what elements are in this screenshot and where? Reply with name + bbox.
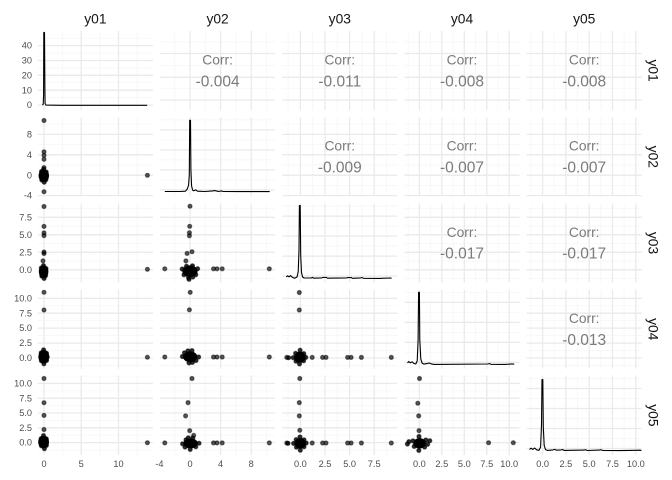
- svg-text:Corr:: Corr:: [569, 225, 600, 240]
- svg-text:y04: y04: [451, 12, 474, 27]
- svg-text:40: 40: [22, 41, 32, 51]
- svg-text:5.0: 5.0: [19, 230, 32, 240]
- svg-text:-0.009: -0.009: [318, 160, 362, 177]
- svg-text:0.0: 0.0: [19, 353, 32, 363]
- svg-text:7.5: 7.5: [606, 459, 619, 469]
- svg-text:7.5: 7.5: [19, 212, 32, 222]
- svg-text:-0.013: -0.013: [562, 332, 606, 349]
- svg-text:-0.007: -0.007: [440, 160, 484, 177]
- svg-text:10: 10: [22, 85, 32, 95]
- svg-text:8: 8: [27, 130, 32, 140]
- svg-text:y05: y05: [573, 12, 596, 27]
- svg-text:2.5: 2.5: [19, 338, 32, 348]
- svg-text:-4: -4: [155, 459, 163, 469]
- svg-text:-0.008: -0.008: [562, 73, 606, 90]
- svg-text:Corr:: Corr:: [447, 225, 478, 240]
- svg-text:Corr:: Corr:: [569, 139, 600, 154]
- svg-text:0.0: 0.0: [294, 459, 307, 469]
- svg-text:Corr:: Corr:: [569, 311, 600, 326]
- svg-text:4: 4: [218, 459, 223, 469]
- svg-text:y01: y01: [84, 12, 106, 27]
- svg-text:-0.004: -0.004: [196, 73, 240, 90]
- svg-text:4: 4: [27, 150, 32, 160]
- svg-text:20: 20: [22, 70, 32, 80]
- svg-text:5.0: 5.0: [19, 323, 32, 333]
- svg-text:0: 0: [27, 170, 32, 180]
- svg-text:5.0: 5.0: [583, 459, 596, 469]
- svg-text:0: 0: [41, 459, 46, 469]
- svg-text:Corr:: Corr:: [447, 52, 478, 67]
- svg-text:7.5: 7.5: [368, 459, 381, 469]
- svg-text:y03: y03: [645, 232, 660, 255]
- svg-text:2.5: 2.5: [319, 459, 332, 469]
- svg-text:y05: y05: [645, 404, 660, 427]
- svg-text:-0.017: -0.017: [562, 246, 606, 263]
- svg-text:10.0: 10.0: [500, 459, 518, 469]
- svg-text:0.0: 0.0: [413, 459, 426, 469]
- svg-text:0: 0: [27, 100, 32, 110]
- svg-text:8: 8: [249, 459, 254, 469]
- svg-text:7.5: 7.5: [19, 393, 32, 403]
- svg-text:5.0: 5.0: [343, 459, 356, 469]
- svg-text:Corr:: Corr:: [569, 52, 600, 67]
- svg-text:-0.017: -0.017: [440, 246, 484, 263]
- svg-text:7.5: 7.5: [19, 308, 32, 318]
- svg-text:Corr:: Corr:: [447, 139, 478, 154]
- svg-text:y02: y02: [206, 12, 228, 27]
- svg-text:2.5: 2.5: [19, 423, 32, 433]
- svg-text:y04: y04: [645, 318, 660, 341]
- svg-text:y01: y01: [645, 59, 660, 81]
- svg-text:10.0: 10.0: [627, 459, 645, 469]
- svg-text:7.5: 7.5: [480, 459, 493, 469]
- svg-text:30: 30: [22, 56, 32, 66]
- svg-text:Corr:: Corr:: [202, 52, 233, 67]
- svg-text:2.5: 2.5: [435, 459, 448, 469]
- svg-text:-0.011: -0.011: [318, 73, 361, 90]
- svg-text:-0.007: -0.007: [562, 160, 606, 177]
- svg-text:5.0: 5.0: [458, 459, 471, 469]
- svg-text:5: 5: [79, 459, 84, 469]
- svg-text:5.0: 5.0: [19, 408, 32, 418]
- svg-text:Corr:: Corr:: [324, 139, 355, 154]
- svg-text:0.0: 0.0: [19, 438, 32, 448]
- svg-text:-4: -4: [24, 191, 32, 201]
- svg-text:0.0: 0.0: [536, 459, 549, 469]
- svg-text:0: 0: [187, 459, 192, 469]
- svg-text:Corr:: Corr:: [324, 52, 355, 67]
- svg-text:10.0: 10.0: [14, 379, 32, 389]
- svg-text:10: 10: [113, 459, 123, 469]
- svg-text:2.5: 2.5: [19, 247, 32, 257]
- svg-text:0.0: 0.0: [19, 265, 32, 275]
- svg-text:y02: y02: [645, 146, 660, 168]
- svg-text:2.5: 2.5: [560, 459, 573, 469]
- svg-text:y03: y03: [329, 12, 352, 27]
- svg-text:10.0: 10.0: [14, 293, 32, 303]
- svg-text:-0.008: -0.008: [440, 73, 484, 90]
